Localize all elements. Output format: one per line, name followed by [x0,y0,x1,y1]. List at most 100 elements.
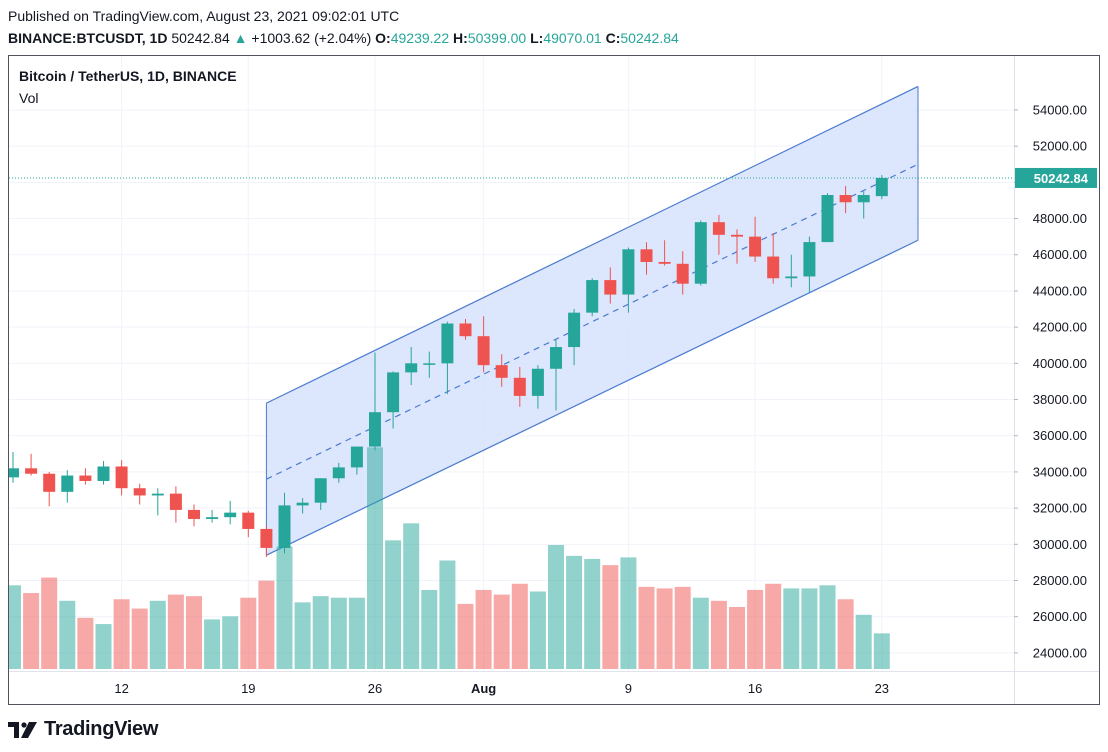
volume-bar [620,557,637,669]
volume-bar [186,596,202,669]
volume-bar [149,600,166,669]
candle-body [658,261,671,264]
candle-body [839,195,852,203]
candle-body [694,222,707,284]
candle-body [875,177,888,197]
volume-bar [783,588,800,669]
tradingview-logo-icon [8,722,37,738]
open-value: 49239.22 [390,30,450,46]
candle-body [242,512,255,529]
volume-bar [95,624,112,669]
candle-body [314,478,327,503]
price-tick-label: 40000.00 [1033,356,1087,371]
candle-body [803,242,816,277]
candle-body [767,256,780,279]
price-change: +1003.62 (+2.04%) [251,30,372,46]
volume-bar [222,616,239,669]
brand-name: TradingView [44,717,159,740]
candle-body [206,517,219,519]
candle-body [405,363,418,373]
close-value: 50242.84 [620,30,679,46]
open-label: O: [375,30,391,46]
candle-body [640,249,653,262]
high-label: H: [453,30,468,46]
volume-bar [511,583,528,669]
candle-body [79,475,92,481]
volume-bar [294,602,311,669]
volume-bar [59,600,76,669]
volume-bar [403,523,420,669]
volume-bar [457,603,474,669]
volume-bar [837,599,854,669]
volume-bar [23,593,40,669]
candle-body [568,312,581,348]
candle-body [133,488,146,496]
candle-body [622,249,635,295]
price-tick-label: 26000.00 [1033,609,1087,624]
last-price-tag-bg [1015,167,1097,188]
price-tick-label: 44000.00 [1033,283,1087,298]
volume-bar [674,586,691,669]
price-tick-label: 46000.00 [1033,247,1087,262]
volume-bar [529,591,546,669]
price-tick-label: 28000.00 [1033,573,1087,588]
volume-bar [584,558,601,669]
price-tick-label: 32000.00 [1033,501,1087,516]
candle-body [531,368,544,396]
candle-body [550,347,562,369]
candle-body [604,280,617,295]
volume-bar [312,596,329,669]
volume-bar [113,599,130,669]
price-tick-label: 52000.00 [1033,139,1087,154]
chart-frame[interactable] [8,55,1100,705]
volume-bar [801,588,818,669]
candle-body [115,466,128,489]
close-label: C: [605,30,621,46]
candle-body [712,222,725,235]
channel-upper-line [266,85,919,404]
last-price-tag: 50242.84 [1015,167,1097,188]
volume-bar [77,617,94,669]
candle-body [513,377,526,396]
candles [9,175,888,557]
plot-area [9,85,1014,669]
candle-body [676,263,689,284]
last-price: 50242.84 [171,30,230,46]
candle-body [749,236,762,257]
legend-volume: Vol [19,90,39,106]
volume-bar [41,577,58,669]
candle-body [821,195,834,243]
candle-body [495,365,508,378]
volume-bar [855,614,872,669]
volume-bar [692,597,709,669]
volume-bar [638,586,655,669]
last-price-tag-label: 50242.84 [1034,171,1089,186]
price-tick-label: 24000.00 [1033,645,1087,660]
volume-bar [421,589,438,669]
volume-bar [439,560,456,669]
candle-body [260,528,273,548]
candle-body [278,505,291,548]
volume-bar [819,585,836,669]
tradingview-brand[interactable]: TradingView [8,715,158,743]
quote-line: BINANCE:BTCUSDT, 1D 50242.84 ▲ +1003.62 … [8,30,679,46]
volume-bar [367,447,383,669]
candle-body [9,468,19,478]
volume-bar [204,619,221,669]
volume-bar [276,546,293,669]
candle-body [97,466,110,481]
candle-body [151,493,164,496]
low-value: 49070.01 [543,30,602,46]
time-tick-label: 26 [368,681,382,696]
volume-bar [330,597,347,669]
price-tick-label: 36000.00 [1033,428,1087,443]
candle-body [296,502,309,506]
volume-bar [240,597,257,669]
price-tick-label: 54000.00 [1033,102,1087,117]
candle-body [459,323,472,337]
volume-bar [602,565,619,669]
volume-bar [9,585,21,669]
candle-body [785,276,798,279]
volume-bar [258,580,275,669]
